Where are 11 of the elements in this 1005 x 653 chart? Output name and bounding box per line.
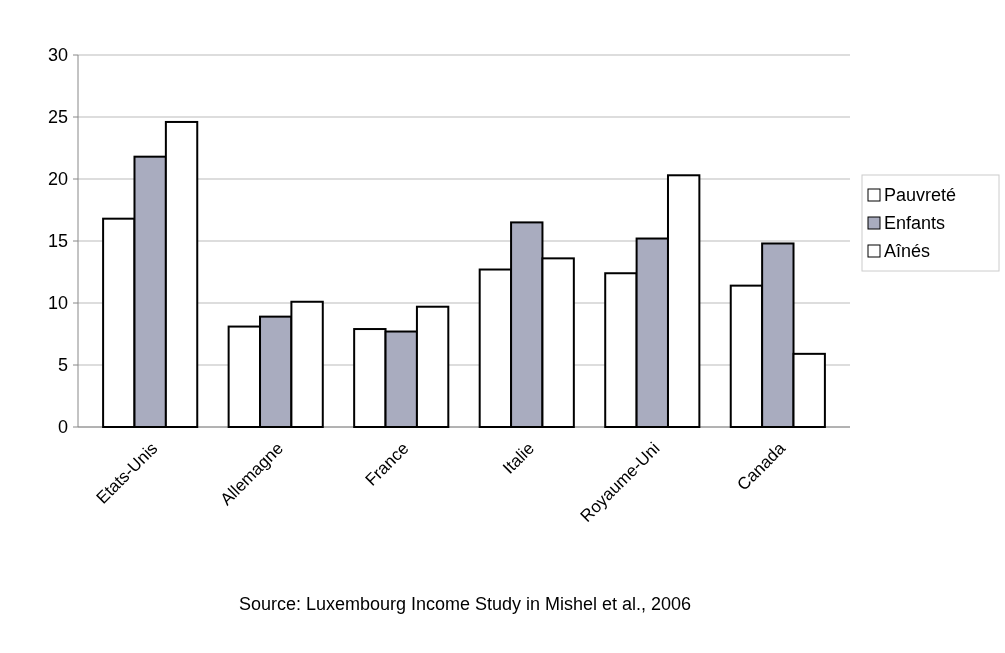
legend-label: Pauvreté: [884, 185, 957, 206]
y-tick-label: 15: [47, 231, 68, 252]
legend-label: Aînés: [884, 241, 931, 262]
y-tick-label: 25: [47, 107, 68, 128]
y-tick-label: 30: [47, 45, 68, 66]
y-tick-label: 20: [47, 169, 68, 190]
legend-label: Enfants: [884, 213, 946, 234]
source-note: Source: Luxembourg Income Study in Mishel et al., 2006: [238, 594, 692, 614]
y-tick-label: 0: [57, 417, 68, 438]
y-tick-label: 10: [47, 293, 68, 314]
y-tick-label: 5: [57, 355, 68, 376]
